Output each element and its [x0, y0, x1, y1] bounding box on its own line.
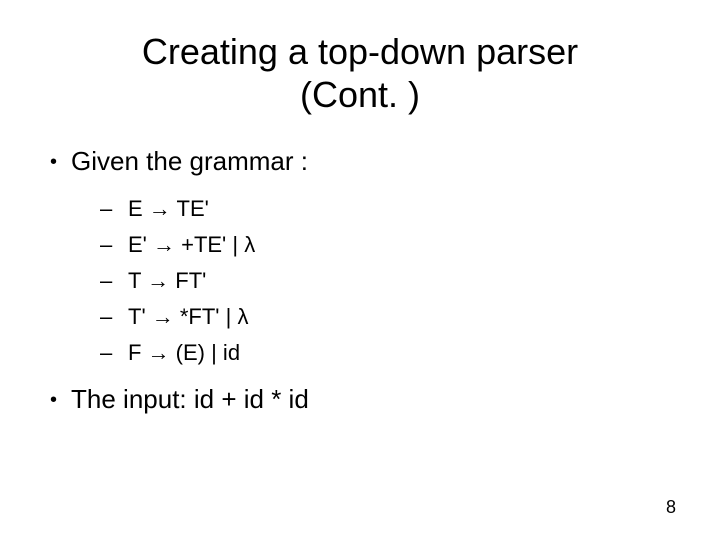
sub-list: – E → TE' – E' → +TE' | λ – T → FT' – T'… [100, 196, 670, 366]
bullet-item: • Given the grammar : [50, 146, 670, 178]
dash-icon: – [100, 340, 114, 366]
page-number: 8 [666, 497, 676, 518]
sub-item: – T → FT' [100, 268, 670, 294]
bullet-text: The input: id + id * id [71, 384, 309, 415]
sub-item-text: F → (E) | id [128, 340, 240, 366]
slide-title: Creating a top-down parser(Cont. ) [50, 30, 670, 116]
dash-icon: – [100, 268, 114, 294]
sub-item-text: T → FT' [128, 268, 206, 294]
sub-item: – E → TE' [100, 196, 670, 222]
sub-item-text: E' → +TE' | λ [128, 232, 255, 258]
sub-item-text: T' → *FT' | λ [128, 304, 248, 330]
bullet-dot-icon: • [50, 384, 57, 416]
sub-item: – F → (E) | id [100, 340, 670, 366]
dash-icon: – [100, 304, 114, 330]
sub-item: – E' → +TE' | λ [100, 232, 670, 258]
sub-item: – T' → *FT' | λ [100, 304, 670, 330]
dash-icon: – [100, 196, 114, 222]
dash-icon: – [100, 232, 114, 258]
bullet-dot-icon: • [50, 146, 57, 178]
sub-item-text: E → TE' [128, 196, 209, 222]
bullet-text: Given the grammar : [71, 146, 308, 177]
bullet-item: • The input: id + id * id [50, 384, 670, 416]
